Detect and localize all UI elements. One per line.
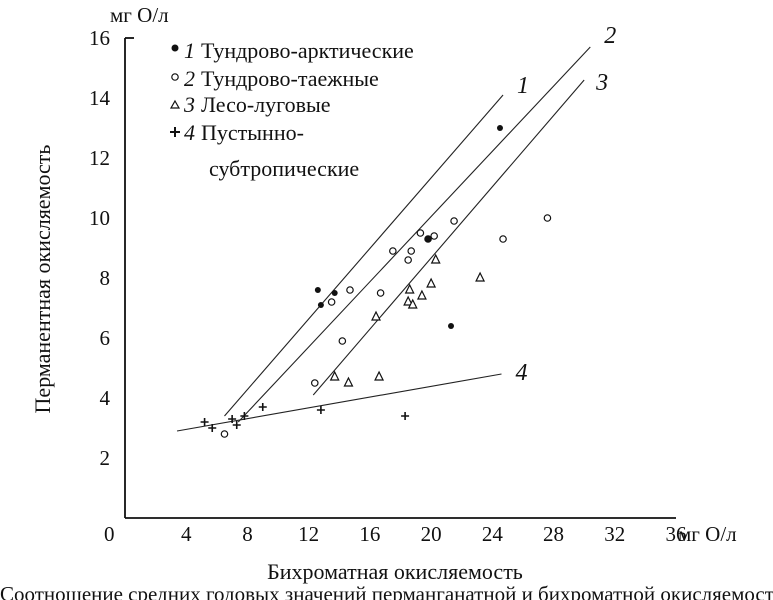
data-point-dot: [496, 125, 503, 131]
x-axis-title: Бихроматная окисляемость: [267, 559, 523, 584]
data-point-circle: [499, 235, 507, 243]
data-point-dot: [448, 323, 455, 329]
data-point-triangle: [416, 289, 427, 300]
axes: [124, 37, 676, 519]
data-point-dot: [317, 302, 324, 308]
y-tick-label: 12: [89, 146, 110, 170]
figure-caption: Соотношение средних годовых значений пер…: [0, 582, 773, 600]
data-point-circle: [220, 430, 229, 438]
trend-line-4: [176, 373, 502, 432]
x-tick-label: 8: [242, 522, 253, 546]
y-tick-label: 14: [89, 86, 111, 110]
trend-line-2: [237, 46, 591, 423]
y-tick-label: 6: [100, 326, 111, 350]
data-point-circle: [346, 286, 354, 294]
legend-num-1: 1: [184, 38, 195, 63]
data-point-circle: [450, 217, 458, 225]
legend-num-3: 3: [183, 92, 195, 117]
x-tick-label: 24: [482, 522, 504, 546]
x-tick-labels: 4 8 12 16 20 24 28 32 36: [181, 522, 687, 546]
data-point-plus: [316, 406, 325, 414]
legend-marker-2: [171, 73, 179, 81]
legend-marker-4: [170, 127, 180, 137]
legend-label-4-line2: субтропические: [209, 156, 359, 181]
data-point-triangle: [329, 370, 340, 381]
x-tick-label: 32: [604, 522, 625, 546]
data-point-circle: [338, 337, 347, 345]
data-point-plus: [228, 415, 237, 423]
y-tick-labels: 2 4 6 8 10 12 14 16: [89, 26, 111, 470]
data-point-triangle: [430, 253, 441, 264]
data-point-triangle: [343, 376, 354, 387]
x-tick-label: 28: [543, 522, 564, 546]
data-point-plus: [200, 418, 209, 426]
data-point-plus: [240, 412, 249, 420]
trend-line-label-4: 4: [516, 360, 528, 386]
legend-marker-1: [171, 44, 179, 52]
y-tick-label: 8: [100, 266, 111, 290]
data-point-circle: [430, 232, 438, 240]
data-point-triangle: [475, 271, 486, 282]
data-point-circle: [327, 298, 336, 306]
data-point-circle: [376, 289, 385, 297]
legend-label-2: Тундрово-таежные: [201, 66, 379, 91]
data-point-triangle: [426, 277, 437, 288]
trend-line-3: [312, 79, 585, 396]
data-point-plus: [401, 412, 410, 420]
data-point-triangle: [374, 370, 385, 381]
data-point-triangle: [403, 295, 414, 306]
data-point-circle: [404, 256, 412, 264]
data-point-triangle: [371, 310, 381, 321]
data-point-circle: [389, 247, 397, 255]
legend-num-4: 4: [184, 120, 195, 145]
data-point-triangle: [407, 298, 418, 309]
data-point-plus: [208, 424, 217, 432]
legend: 1 Тундрово-арктические 2 Тундрово-таежны…: [169, 38, 414, 181]
trend-line-label-2: 2: [604, 23, 616, 49]
x-tick-label: 12: [298, 522, 319, 546]
x-tick-label: 16: [359, 522, 380, 546]
y-tick-label: 16: [89, 26, 110, 50]
data-point-circle: [416, 229, 425, 237]
x-unit-label: мг О/л: [678, 522, 737, 546]
y-axis-title: Перманентная окисляемость: [30, 145, 55, 414]
legend-num-2: 2: [184, 66, 195, 91]
legend-marker-3: [169, 99, 181, 109]
trend-line-label-1: 1: [517, 73, 529, 99]
data-point-circle: [424, 235, 432, 243]
y-tick-label: 10: [89, 206, 110, 230]
data-point-dot: [331, 290, 338, 296]
data-point-triangle: [404, 283, 415, 294]
data-point-plus: [258, 403, 267, 411]
x-tick-label: 36: [666, 522, 687, 546]
trend-line-label-3: 3: [595, 70, 608, 96]
data-point-circle: [310, 379, 319, 387]
legend-label-4: Пустынно-: [201, 120, 304, 145]
data-points: [200, 125, 552, 438]
legend-label-3: Лесо-луговые: [201, 92, 331, 117]
data-point-dot: [314, 287, 321, 293]
trend-line-1: [224, 94, 504, 417]
x-tick-label: 4: [181, 522, 192, 546]
y-unit-label: мг О/л: [110, 3, 169, 27]
data-point-circle: [543, 214, 552, 222]
legend-label-1: Тундрово-арктические: [201, 38, 414, 63]
y-tick-label: 2: [100, 446, 111, 470]
data-point-plus: [232, 421, 241, 429]
data-point-circle: [407, 247, 416, 255]
x-origin-label: 0: [104, 522, 115, 546]
y-tick-label: 4: [100, 386, 111, 410]
x-tick-label: 20: [421, 522, 442, 546]
